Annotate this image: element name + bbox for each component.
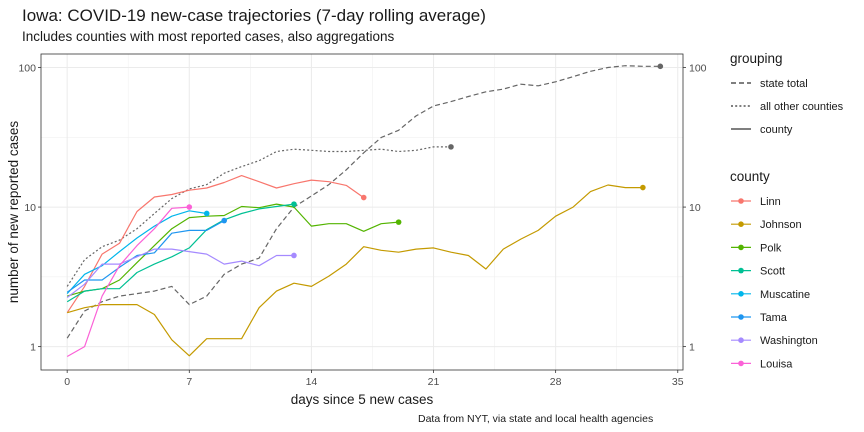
x-tick-label: 28 bbox=[550, 376, 562, 388]
series-line-johnson bbox=[67, 184, 643, 357]
legend-label: Louisa bbox=[760, 358, 793, 370]
y-tick-label-left: 10 bbox=[24, 202, 36, 214]
chart-caption: Data from NYT, via state and local healt… bbox=[418, 413, 654, 425]
x-tick-label: 14 bbox=[306, 376, 318, 388]
series-end-point-johnson bbox=[640, 184, 646, 191]
series-line-polk bbox=[67, 203, 399, 297]
legend-label: Johnson bbox=[760, 219, 802, 231]
y-tick-label-right: 100 bbox=[689, 63, 707, 75]
legend-label: all other counties bbox=[760, 101, 844, 113]
panel-background bbox=[41, 54, 683, 370]
legend-point-louisa bbox=[738, 360, 744, 367]
series-line-all-other-counties bbox=[66, 146, 451, 287]
legend-label: Scott bbox=[760, 266, 785, 278]
legend-label: Linn bbox=[760, 196, 781, 208]
series-end-point-scott bbox=[291, 201, 297, 207]
tick-layer: 0 7 14 21 28 35 1 1 10 10 100 100 bbox=[18, 63, 706, 388]
grid-layer bbox=[41, 54, 683, 370]
legend-layer: grouping state total all other counties cou… bbox=[730, 51, 844, 370]
series-layer bbox=[66, 63, 664, 358]
series-end-point-linn bbox=[360, 194, 367, 201]
legend-label: Muscatine bbox=[760, 289, 810, 301]
legend-title-grouping: grouping bbox=[730, 51, 783, 66]
series-line-tama bbox=[66, 220, 225, 293]
legend-point-tama bbox=[738, 314, 744, 320]
legend-label: county bbox=[760, 124, 793, 136]
legend-title-county: county bbox=[730, 169, 770, 184]
legend-point-polk bbox=[738, 244, 744, 251]
series-line-scott bbox=[66, 203, 295, 303]
chart-title: Iowa: COVID-19 new-case trajectories (7-… bbox=[22, 6, 486, 25]
series-line-washington bbox=[66, 248, 294, 298]
y-tick-label-left: 1 bbox=[30, 342, 36, 354]
series-end-point-washington bbox=[291, 252, 297, 259]
series-end-point-all-other-counties bbox=[448, 144, 454, 150]
series-end-point-tama bbox=[221, 217, 227, 224]
legend-point-johnson bbox=[738, 221, 744, 227]
legend-label: Polk bbox=[760, 242, 782, 254]
y-tick-label-right: 1 bbox=[689, 342, 695, 354]
y-tick-label-left: 100 bbox=[18, 63, 36, 75]
y-tick-label-right: 10 bbox=[689, 202, 701, 214]
chart-subtitle: Includes counties with most reported cas… bbox=[22, 29, 395, 44]
x-tick-label: 21 bbox=[428, 376, 440, 388]
x-tick-label: 7 bbox=[186, 376, 192, 388]
x-axis-title: days since 5 new cases bbox=[291, 392, 434, 407]
series-line-louisa bbox=[66, 206, 190, 358]
legend-point-washington bbox=[738, 337, 744, 344]
panel-border bbox=[40, 53, 684, 371]
x-tick-label: 0 bbox=[64, 376, 70, 388]
series-end-point-muscatine bbox=[203, 210, 210, 217]
legend-label: Washington bbox=[760, 335, 818, 347]
legend-point-linn bbox=[738, 198, 744, 204]
legend-label: state total bbox=[760, 78, 808, 90]
series-end-point-louisa bbox=[186, 204, 193, 210]
series-line-linn bbox=[66, 175, 365, 314]
legend-label: Tama bbox=[760, 312, 788, 324]
legend-point-muscatine bbox=[738, 291, 744, 297]
x-tick-label: 35 bbox=[672, 376, 684, 388]
series-line-muscatine bbox=[66, 210, 207, 295]
series-end-point-polk bbox=[395, 219, 402, 225]
series-end-point-state-total bbox=[657, 63, 664, 70]
series-line-state-total bbox=[66, 65, 661, 339]
y-axis-title: number of new reported cases bbox=[6, 121, 21, 304]
legend-point-scott bbox=[738, 267, 744, 274]
